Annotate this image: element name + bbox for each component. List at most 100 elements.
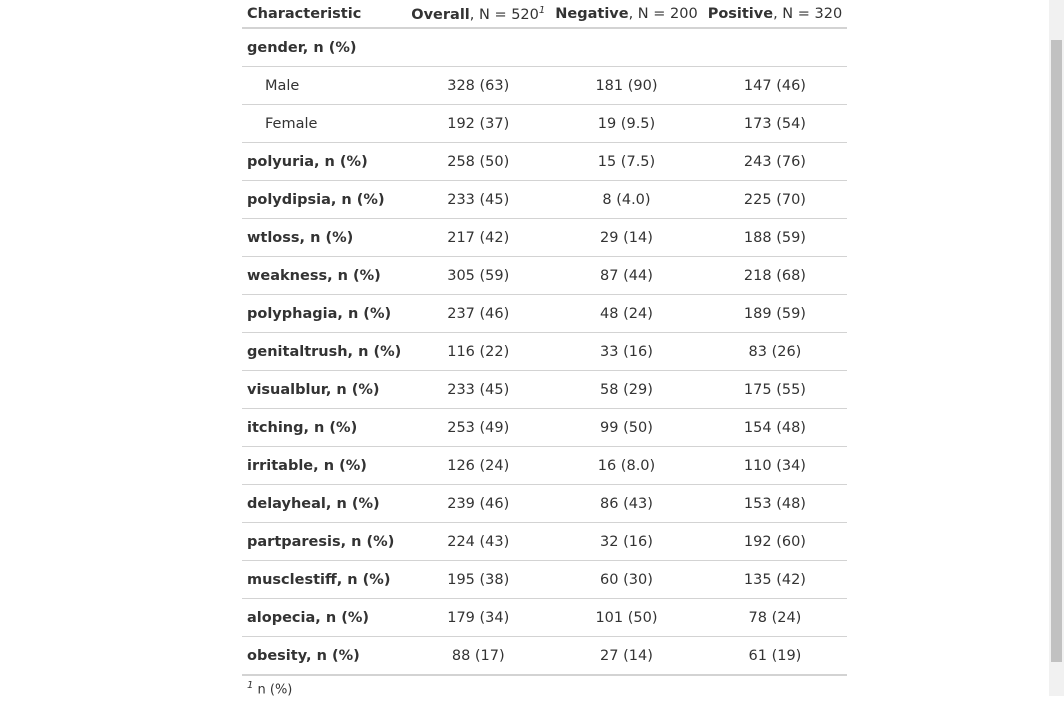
variable-row: wtloss, n (%) 217 (42) 29 (14) 188 (59) xyxy=(242,218,848,257)
variable-label: polyuria, n (%) xyxy=(247,153,368,170)
cell-value: 88 (17) xyxy=(406,636,551,676)
variable-row: musclestiff, n (%) 195 (38) 60 (30) 135 (42… xyxy=(242,560,848,599)
cell-value: 116 (22) xyxy=(406,332,551,371)
variable-label: weakness, n (%) xyxy=(247,267,381,284)
level-label: Female xyxy=(265,115,318,132)
cell-value: 32 (16) xyxy=(550,522,703,561)
variable-label: partparesis, n (%) xyxy=(247,533,395,550)
variable-label: irritable, n (%) xyxy=(247,457,367,474)
variable-label: itching, n (%) xyxy=(247,419,358,436)
cell-value: 189 (59) xyxy=(702,294,848,333)
column-count: , N = 520 xyxy=(469,6,539,23)
cell-value: 233 (45) xyxy=(406,180,551,219)
cell-value: 147 (46) xyxy=(702,66,848,105)
cell-value: 305 (59) xyxy=(406,256,551,295)
cell-value: 83 (26) xyxy=(702,332,848,371)
cell-value: 239 (46) xyxy=(406,484,551,523)
cell-value: 173 (54) xyxy=(702,104,848,143)
cell-value: 233 (45) xyxy=(406,370,551,409)
column-count: , N = 200 xyxy=(628,5,698,22)
cell-value: 61 (19) xyxy=(702,636,848,676)
variable-label: wtloss, n (%) xyxy=(247,229,354,246)
cell-value: 181 (90) xyxy=(550,66,703,105)
cell-value: 237 (46) xyxy=(406,294,551,333)
empty-cell xyxy=(550,27,703,67)
column-name: Negative xyxy=(555,5,629,22)
variable-row: polyuria, n (%) 258 (50) 15 (7.5) 243 (76) xyxy=(242,142,848,181)
cell-value: 19 (9.5) xyxy=(550,104,703,143)
footnote: 1 n (%) xyxy=(242,676,807,701)
level-label: Male xyxy=(265,77,300,94)
cell-value: 15 (7.5) xyxy=(550,142,703,181)
variable-label: genitaltrush, n (%) xyxy=(247,343,402,360)
column-header: Characteristic xyxy=(242,0,407,29)
cell-value: 110 (34) xyxy=(702,446,848,485)
cell-value: 258 (50) xyxy=(406,142,551,181)
empty-cell xyxy=(406,27,551,67)
cell-value: 253 (49) xyxy=(406,408,551,447)
empty-cell xyxy=(702,27,848,67)
cell-value: 29 (14) xyxy=(550,218,703,257)
cell-value: 27 (14) xyxy=(550,636,703,676)
cell-value: 225 (70) xyxy=(702,180,848,219)
variable-row: alopecia, n (%) 179 (34) 101 (50) 78 (24) xyxy=(242,598,848,637)
scrollbar-thumb[interactable] xyxy=(1051,40,1062,662)
variable-label: polydipsia, n (%) xyxy=(247,191,385,208)
scrollbar[interactable] xyxy=(1049,0,1064,696)
variable-label: polyphagia, n (%) xyxy=(247,305,392,322)
row-label: wtloss, n (%) xyxy=(242,218,407,257)
footnote-mark: 1 xyxy=(247,680,254,691)
row-label: obesity, n (%) xyxy=(242,636,407,676)
table-header: Characteristic Overall, N = 5201 Negative,… xyxy=(242,0,848,29)
column-name: Positive xyxy=(707,5,774,22)
row-label: Female xyxy=(242,104,407,143)
column-name: Overall xyxy=(411,6,470,23)
cell-value: 192 (60) xyxy=(702,522,848,561)
cell-value: 243 (76) xyxy=(702,142,848,181)
variable-row: genitaltrush, n (%) 116 (22) 33 (16) 83 (26… xyxy=(242,332,848,371)
cell-value: 99 (50) xyxy=(550,408,703,447)
summary-table: Characteristic Overall, N = 5201 Negative,… xyxy=(242,0,848,676)
row-label: visualblur, n (%) xyxy=(242,370,407,409)
table-container: Characteristic Overall, N = 520 1 Negative,… xyxy=(242,0,848,701)
cell-value: 48 (24) xyxy=(550,294,703,333)
level-row: Female 192 (37) 19 (9.5) 173 (54) xyxy=(242,104,848,143)
variable-row: weakness, n (%) 305 (59) 87 (44) 218 (68) xyxy=(242,256,848,295)
footnote-text: n (%) xyxy=(257,682,293,698)
variable-label: visualblur, n (%) xyxy=(247,381,380,398)
variable-row: delayheal, n (%) 239 (46) 86 (43) 153 (48) xyxy=(242,484,848,523)
cell-value: 217 (42) xyxy=(406,218,551,257)
column-name: Characteristic xyxy=(247,5,362,22)
cell-value: 195 (38) xyxy=(406,560,551,599)
cell-value: 188 (59) xyxy=(702,218,848,257)
cell-value: 58 (29) xyxy=(550,370,703,409)
row-label: alopecia, n (%) xyxy=(242,598,407,637)
variable-row: polyphagia, n (%) 237 (46) 48 (24) 189 (59) xyxy=(242,294,848,333)
cell-value: 101 (50) xyxy=(550,598,703,637)
cell-value: 224 (43) xyxy=(406,522,551,561)
row-label: partparesis, n (%) xyxy=(242,522,407,561)
variable-label: delayheal, n (%) xyxy=(247,495,380,512)
column-count: , N = 320 xyxy=(773,5,843,22)
variable-label: gender, n (%) xyxy=(247,39,357,56)
level-row: Male 328 (63) 181 (90) 147 (46) xyxy=(242,66,848,105)
column-header: Positive, N = 320 xyxy=(702,0,848,29)
variable-row: irritable, n (%) 126 (24) 16 (8.0) 110 (34) xyxy=(242,446,848,485)
row-label: delayheal, n (%) xyxy=(242,484,407,523)
row-label: polyuria, n (%) xyxy=(242,142,407,181)
cell-value: 328 (63) xyxy=(406,66,551,105)
cell-value: 78 (24) xyxy=(702,598,848,637)
row-label: gender, n (%) xyxy=(242,27,407,67)
variable-row: polydipsia, n (%) 233 (45) 8 (4.0) 225 (70) xyxy=(242,180,848,219)
variable-row: itching, n (%) 253 (49) 99 (50) 154 (48) xyxy=(242,408,848,447)
row-label: Male xyxy=(242,66,407,105)
cell-value: 218 (68) xyxy=(702,256,848,295)
row-label: polydipsia, n (%) xyxy=(242,180,407,219)
cell-value: 87 (44) xyxy=(550,256,703,295)
cell-value: 86 (43) xyxy=(550,484,703,523)
cell-value: 153 (48) xyxy=(702,484,848,523)
cell-value: 192 (37) xyxy=(406,104,551,143)
variable-label: musclestiff, n (%) xyxy=(247,571,391,588)
variable-row: gender, n (%) xyxy=(242,27,848,67)
